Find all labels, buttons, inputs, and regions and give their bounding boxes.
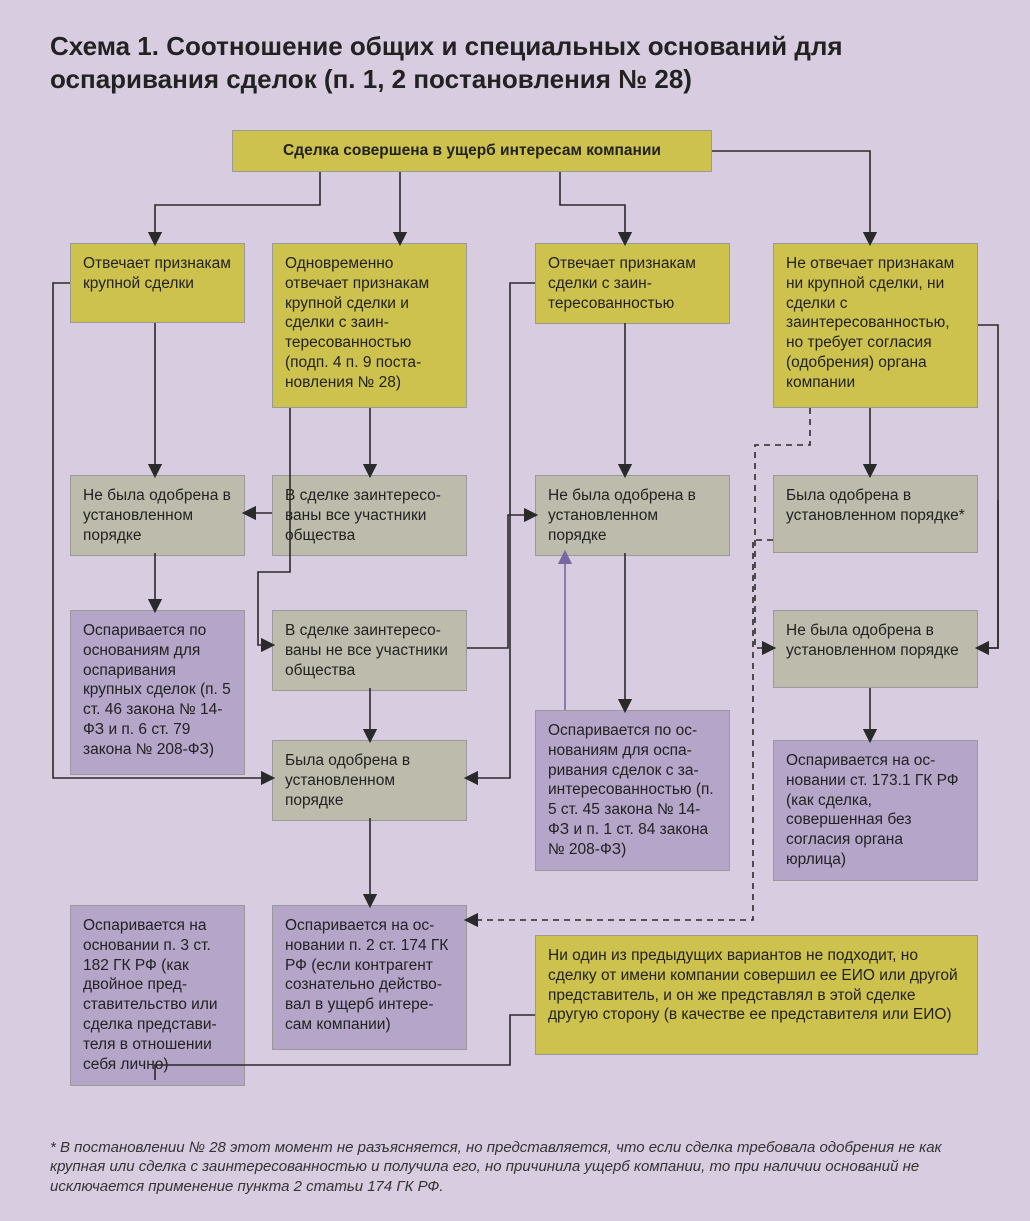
node-g5: В сделке заинтересо­ваны не все участник…	[272, 610, 467, 691]
e-c3-side	[467, 283, 535, 778]
node-c4: Не отвечает при­знакам ни крупной сделки…	[773, 243, 978, 408]
node-g4: Была одобрена в установленном порядке*	[773, 475, 978, 553]
node-c1: Отвечает при­знакам крупной сделки	[70, 243, 245, 323]
node-g3: Не была одобрена в установленном порядке	[535, 475, 730, 556]
e-c4-side	[978, 325, 998, 648]
node-g1: Не была одобрена в установленном порядке	[70, 475, 245, 556]
node-p4: Оспаривается на основании п. 3 ст. 182 Г…	[70, 905, 245, 1086]
node-c3: Отвечает призна­кам сделки с заин­тересо…	[535, 243, 730, 324]
e-root-c3	[560, 172, 625, 243]
node-g6: Не была одобрена в установленном порядке	[773, 610, 978, 688]
node-p2: Оспаривается по ос­нованиям для оспа­рив…	[535, 710, 730, 871]
node-root: Сделка совершена в ущерб интересам компа…	[232, 130, 712, 172]
footnote: * В постановлении № 28 этот момент не ра…	[50, 1138, 970, 1197]
e-g5-g3	[467, 515, 535, 648]
node-p5: Оспаривается на ос­новании п. 2 ст. 174 …	[272, 905, 467, 1050]
node-g7: Была одобрена в установленном порядке	[272, 740, 467, 821]
e-c4-side2	[978, 500, 998, 648]
node-g2: В сделке заинтересо­ваны все участники о…	[272, 475, 467, 556]
e-root-c4	[712, 151, 870, 243]
node-p1: Оспаривается по основаниям для оспариван…	[70, 610, 245, 775]
diagram-title: Схема 1. Соотношение общих и специальных…	[50, 30, 950, 95]
node-y5: Ни один из предыдущих вариантов не подхо…	[535, 935, 978, 1055]
node-c2: Одновременно отвечает признакам крупной …	[272, 243, 467, 408]
node-p3: Оспаривается на ос­новании ст. 173.1 ГК …	[773, 740, 978, 881]
e-root-c1	[155, 172, 320, 243]
